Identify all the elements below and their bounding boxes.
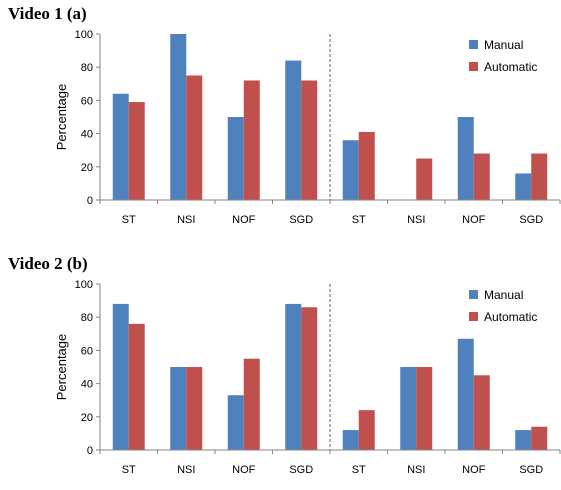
bar-automatic [416, 158, 433, 200]
bar-manual [170, 367, 187, 450]
bar-automatic [358, 131, 375, 200]
bar-manual [285, 60, 302, 201]
x-tick-label: NOF [232, 214, 256, 226]
x-tick-label: SGD [289, 214, 313, 226]
bar-automatic [358, 410, 375, 450]
y-tick-label: 20 [81, 162, 93, 174]
y-tick-label: 0 [87, 195, 93, 207]
y-axis-label: Percentage [54, 334, 69, 401]
bar-automatic [186, 367, 203, 450]
y-tick-label: 80 [81, 312, 93, 324]
x-tick-label: NSI [407, 214, 425, 226]
x-tick-label: ST [352, 214, 366, 226]
bar-manual [285, 303, 302, 450]
chart-title: Video 1 (a) [8, 4, 87, 23]
x-tick-label: ST [122, 214, 136, 226]
bar-manual [170, 34, 187, 200]
bar-automatic [301, 307, 318, 450]
chart-title: Video 2 (b) [8, 254, 88, 273]
x-tick-label: NOF [462, 464, 486, 476]
x-tick-label: NOF [462, 214, 486, 226]
x-tick-label: SGD [519, 214, 543, 226]
y-tick-label: 20 [81, 412, 93, 424]
bar-automatic [186, 75, 203, 200]
bar-manual [515, 173, 532, 200]
bar-automatic [128, 323, 145, 450]
bar-automatic [243, 80, 260, 200]
legend-swatch-manual [469, 40, 478, 49]
x-tick-label: NSI [177, 464, 195, 476]
bar-automatic [473, 375, 490, 450]
chart-video-2: Video 2 (b) Percentage 0 20 40 60 80 100 ST NSI NO… [8, 254, 561, 476]
bar-manual [457, 338, 474, 450]
legend-label-manual: Manual [484, 38, 523, 52]
bar-manual [227, 117, 244, 200]
bar-automatic [531, 153, 548, 200]
y-tick-label: 100 [75, 29, 93, 41]
y-tick-label: 60 [81, 345, 93, 357]
bar-automatic [473, 153, 490, 200]
x-tick-label: NOF [232, 464, 256, 476]
x-tick-label: ST [122, 464, 136, 476]
y-tick-label: 100 [75, 279, 93, 291]
bar-manual [342, 140, 359, 200]
bar-manual [112, 303, 129, 450]
chart-video-1: Video 1 (a) Percentage 0 20 40 60 80 100 ST NSI NO… [8, 4, 561, 226]
bar-manual [515, 430, 532, 450]
legend-swatch-manual [469, 290, 478, 299]
legend-swatch-automatic [469, 312, 478, 321]
bar-manual [112, 93, 129, 200]
y-tick-label: 0 [87, 445, 93, 457]
legend-label-automatic: Automatic [484, 60, 537, 74]
bar-automatic [243, 358, 260, 450]
x-tick-label: ST [352, 464, 366, 476]
y-axis-label: Percentage [54, 84, 69, 151]
bar-automatic [128, 102, 145, 200]
bar-automatic [416, 367, 433, 450]
figure: Video 1 (a) Percentage 0 20 40 60 80 100 ST NSI NO… [8, 4, 561, 476]
bar-automatic [301, 80, 318, 200]
y-tick-label: 40 [81, 129, 93, 141]
bar-manual [457, 117, 474, 200]
y-tick-label: 40 [81, 379, 93, 391]
x-tick-label: SGD [289, 464, 313, 476]
y-tick-label: 60 [81, 95, 93, 107]
bar-manual [400, 367, 417, 450]
legend-swatch-automatic [469, 62, 478, 71]
x-tick-label: NSI [177, 214, 195, 226]
x-tick-label: NSI [407, 464, 425, 476]
bar-automatic [531, 426, 548, 450]
legend-label-automatic: Automatic [484, 310, 537, 324]
bar-manual [227, 395, 244, 450]
legend-label-manual: Manual [484, 288, 523, 302]
y-tick-label: 80 [81, 62, 93, 74]
x-tick-label: SGD [519, 464, 543, 476]
bar-manual [342, 430, 359, 450]
